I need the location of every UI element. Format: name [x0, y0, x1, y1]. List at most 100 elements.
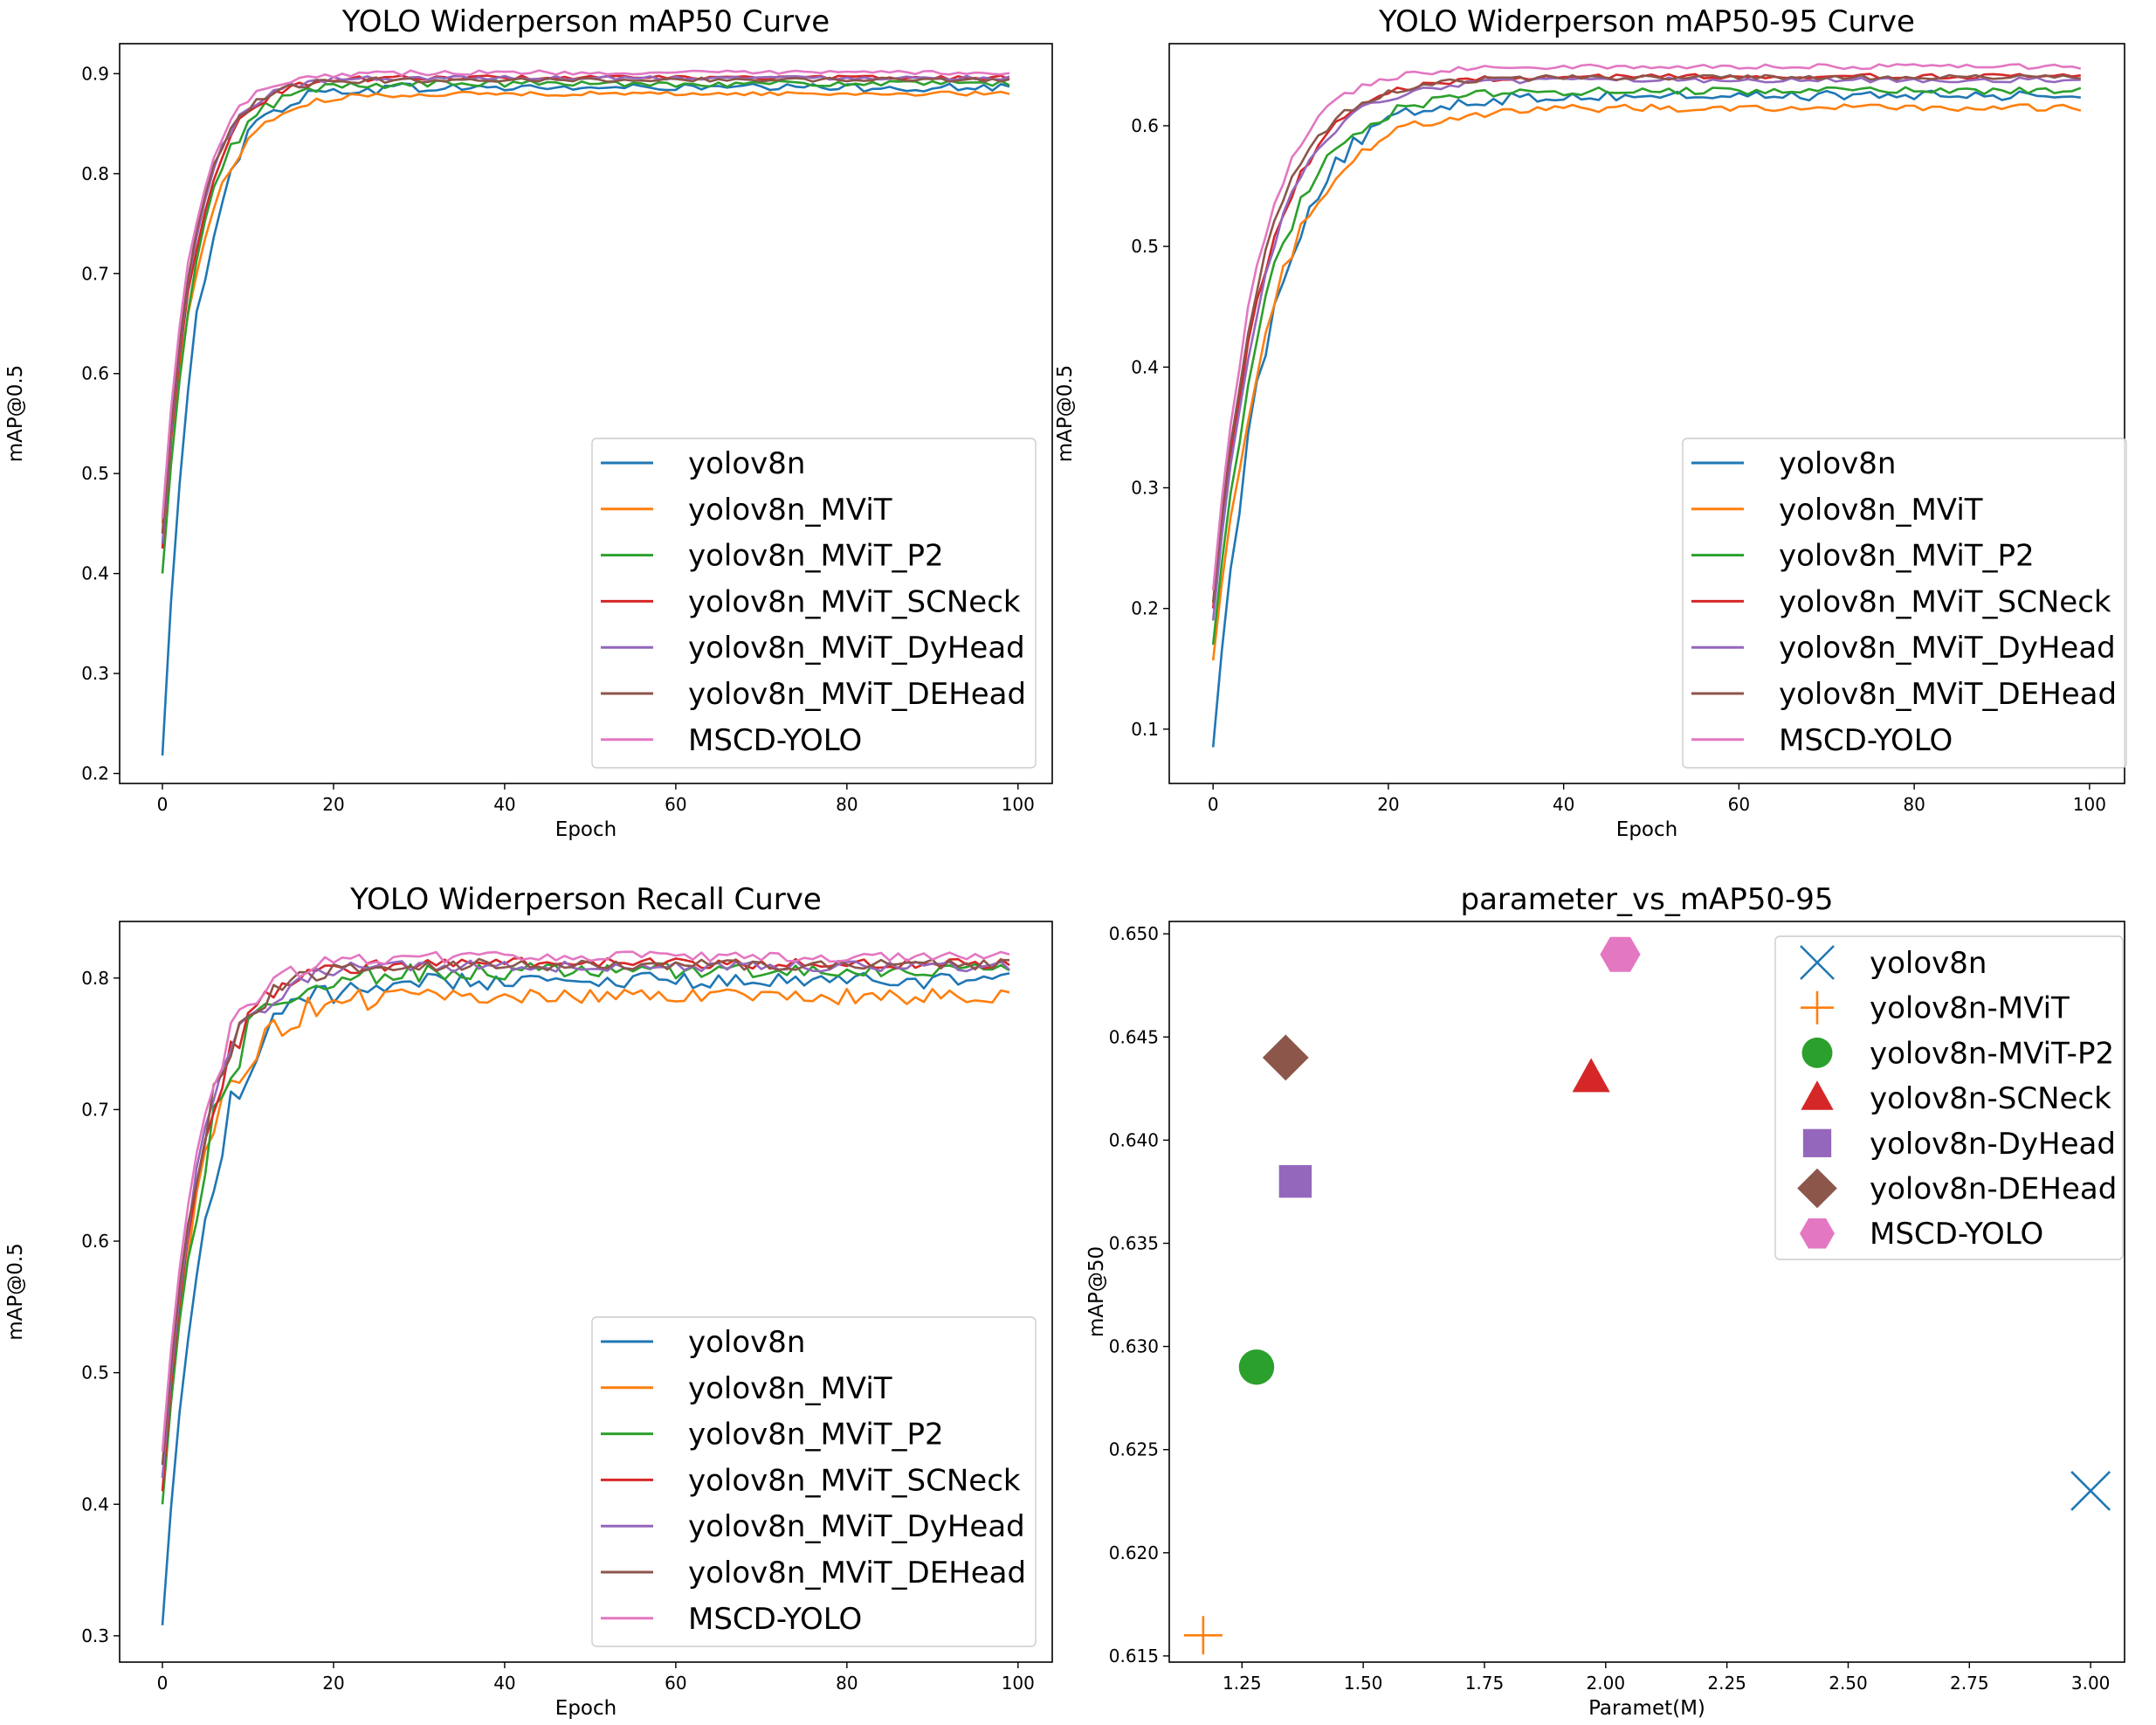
x-tick-label: 80 — [836, 1673, 858, 1694]
y-tick-label: 0.8 — [81, 163, 109, 184]
x-tick-label: 3.00 — [2071, 1673, 2111, 1694]
chart-title: parameter_vs_mAP50-95 — [1460, 882, 1833, 917]
param-vs-map-chart: 1.25 1.50 1.75 2.00 2.25 2.50 2.75 3.00 0.615 0.6… — [1085, 882, 2125, 1720]
series-line-4 — [1211, 76, 2081, 621]
legend-label: yolov8n-DEHead — [1870, 1172, 2117, 1207]
y-tick-label: 0.625 — [1109, 1439, 1159, 1460]
y-tick-label: 0.640 — [1109, 1129, 1159, 1150]
y-tick-label: 0.620 — [1109, 1542, 1159, 1563]
legend-label: yolov8n_MViT_DEHead — [1779, 677, 2117, 712]
x-tick-label: 1.50 — [1344, 1673, 1383, 1694]
y-tick-label: 0.9 — [81, 63, 109, 84]
y-tick-label: 0.615 — [1109, 1646, 1159, 1666]
x-tick-label: 2.25 — [1707, 1673, 1746, 1694]
x-tick-label: 40 — [493, 1673, 515, 1694]
legend-label: MSCD-YOLO — [1870, 1217, 2043, 1252]
legend: yolov8n yolov8n_MViT yolov8n_MViT_P2 yolov8… — [591, 438, 1037, 769]
x-tick-label: 40 — [1553, 794, 1574, 815]
scatter-point-4 — [1278, 1164, 1312, 1198]
legend-box — [1682, 438, 2127, 769]
x-tick-label: 40 — [493, 794, 515, 815]
scatter-point-6 — [1600, 936, 1641, 972]
legend-label: yolov8n_MViT — [688, 493, 892, 528]
y-tick-label: 0.650 — [1109, 923, 1159, 944]
y-tick-label: 0.6 — [81, 363, 109, 384]
y-tick-label: 0.3 — [81, 1625, 109, 1646]
legend-label: yolov8n — [1870, 946, 1987, 981]
x-axis-label: Epoch — [555, 1697, 616, 1720]
scatter-point-3 — [1572, 1058, 1610, 1093]
legend-label: yolov8n_MViT_DEHead — [688, 1556, 1026, 1590]
legend-label: MSCD-YOLO — [688, 723, 862, 758]
x-tick-label: 20 — [1377, 794, 1399, 815]
series-line-0 — [161, 82, 1010, 756]
y-tick-label: 0.3 — [81, 663, 109, 684]
y-axis-label: mAP@0.5 — [4, 1243, 27, 1341]
chart-title: YOLO Widerperson mAP50 Curve — [341, 4, 830, 39]
legend-label: yolov8n-DyHead — [1870, 1127, 2116, 1162]
y-axis-label: mAP@0.5 — [1054, 365, 1077, 463]
y-tick-label: 0.1 — [1131, 719, 1159, 740]
scatter-point-5 — [1262, 1034, 1309, 1081]
legend-label: yolov8n-MViT-P2 — [1870, 1036, 2114, 1071]
y-tick-label: 0.630 — [1109, 1336, 1159, 1357]
x-tick-label: 60 — [665, 1673, 686, 1694]
y-tick-label: 0.645 — [1109, 1026, 1159, 1047]
legend-marker — [1802, 1128, 1832, 1157]
series-line-6 — [161, 950, 1010, 1452]
legend-marker — [1797, 1168, 1837, 1209]
x-axis-label: Epoch — [555, 818, 616, 841]
x-tick-label: 2.75 — [1950, 1673, 1989, 1694]
legend-label: yolov8n_MViT_SCNeck — [688, 1463, 1021, 1498]
legend-label: yolov8n — [688, 446, 805, 481]
series-line-1 — [161, 90, 1010, 524]
x-tick-label: 0 — [157, 794, 169, 815]
legend-label: yolov8n_MViT_DEHead — [688, 677, 1026, 712]
chart-title: YOLO Widerperson mAP50-95 Curve — [1378, 4, 1915, 39]
legend-label: yolov8n_MViT_P2 — [1779, 539, 2035, 574]
legend-label: MSCD-YOLO — [688, 1602, 862, 1637]
series-line-6 — [161, 69, 1010, 519]
x-tick-label: 2.00 — [1587, 1673, 1626, 1694]
x-tick-label: 20 — [322, 794, 344, 815]
legend-label: yolov8n_MViT — [688, 1371, 892, 1406]
chart-title: YOLO Widerperson Recall Curve — [349, 882, 822, 917]
x-tick-label: 80 — [836, 794, 858, 815]
legend: yolov8n yolov8n-MViT yolov8n-MViT-P2 yolov8… — [1774, 935, 2124, 1260]
legend-label: yolov8n_MViT_SCNeck — [688, 584, 1021, 619]
series-line-2 — [1211, 86, 2082, 645]
legend-label: yolov8n — [1779, 446, 1896, 481]
series-line-5 — [161, 76, 1010, 535]
scatter-point-2 — [1238, 1349, 1275, 1385]
legend-marker — [1801, 1080, 1834, 1110]
y-tick-label: 0.5 — [81, 463, 109, 484]
legend: yolov8n yolov8n_MViT yolov8n_MViT_P2 yolov8… — [1682, 438, 2127, 769]
y-tick-label: 0.3 — [1131, 477, 1159, 498]
x-tick-label: 0 — [157, 1673, 169, 1694]
legend-marker — [1800, 1218, 1835, 1249]
legend-box — [591, 1316, 1037, 1647]
legend-label: yolov8n_MViT_P2 — [688, 539, 944, 574]
x-tick-label: 0 — [1208, 794, 1219, 815]
x-tick-label: 60 — [665, 794, 686, 815]
legend-label: yolov8n_MViT — [1779, 493, 1983, 528]
x-tick-label: 20 — [322, 1673, 344, 1694]
legend-box — [1774, 935, 2124, 1260]
legend-label: yolov8n_MViT_DyHead — [688, 631, 1025, 666]
x-axis-label: Paramet(M) — [1588, 1697, 1705, 1720]
legend-label: yolov8n — [688, 1325, 805, 1360]
legend-label: yolov8n_MViT_SCNeck — [1779, 584, 2111, 619]
y-tick-label: 0.5 — [81, 1363, 109, 1383]
y-axis-label: mAP@50 — [1085, 1246, 1108, 1337]
x-tick-label: 2.50 — [1829, 1673, 1868, 1694]
y-tick-label: 0.7 — [81, 1099, 109, 1120]
x-tick-label: 80 — [1903, 794, 1925, 815]
legend-label: yolov8n_MViT_DyHead — [1779, 631, 2116, 666]
series-line-2 — [161, 79, 1010, 574]
series-line-5 — [1211, 73, 2081, 603]
y-tick-label: 0.4 — [1131, 356, 1159, 377]
series-line-0 — [161, 971, 1010, 1625]
legend-label: MSCD-YOLO — [1779, 723, 1953, 758]
legend-box — [591, 438, 1037, 769]
y-tick-label: 0.2 — [81, 763, 109, 784]
